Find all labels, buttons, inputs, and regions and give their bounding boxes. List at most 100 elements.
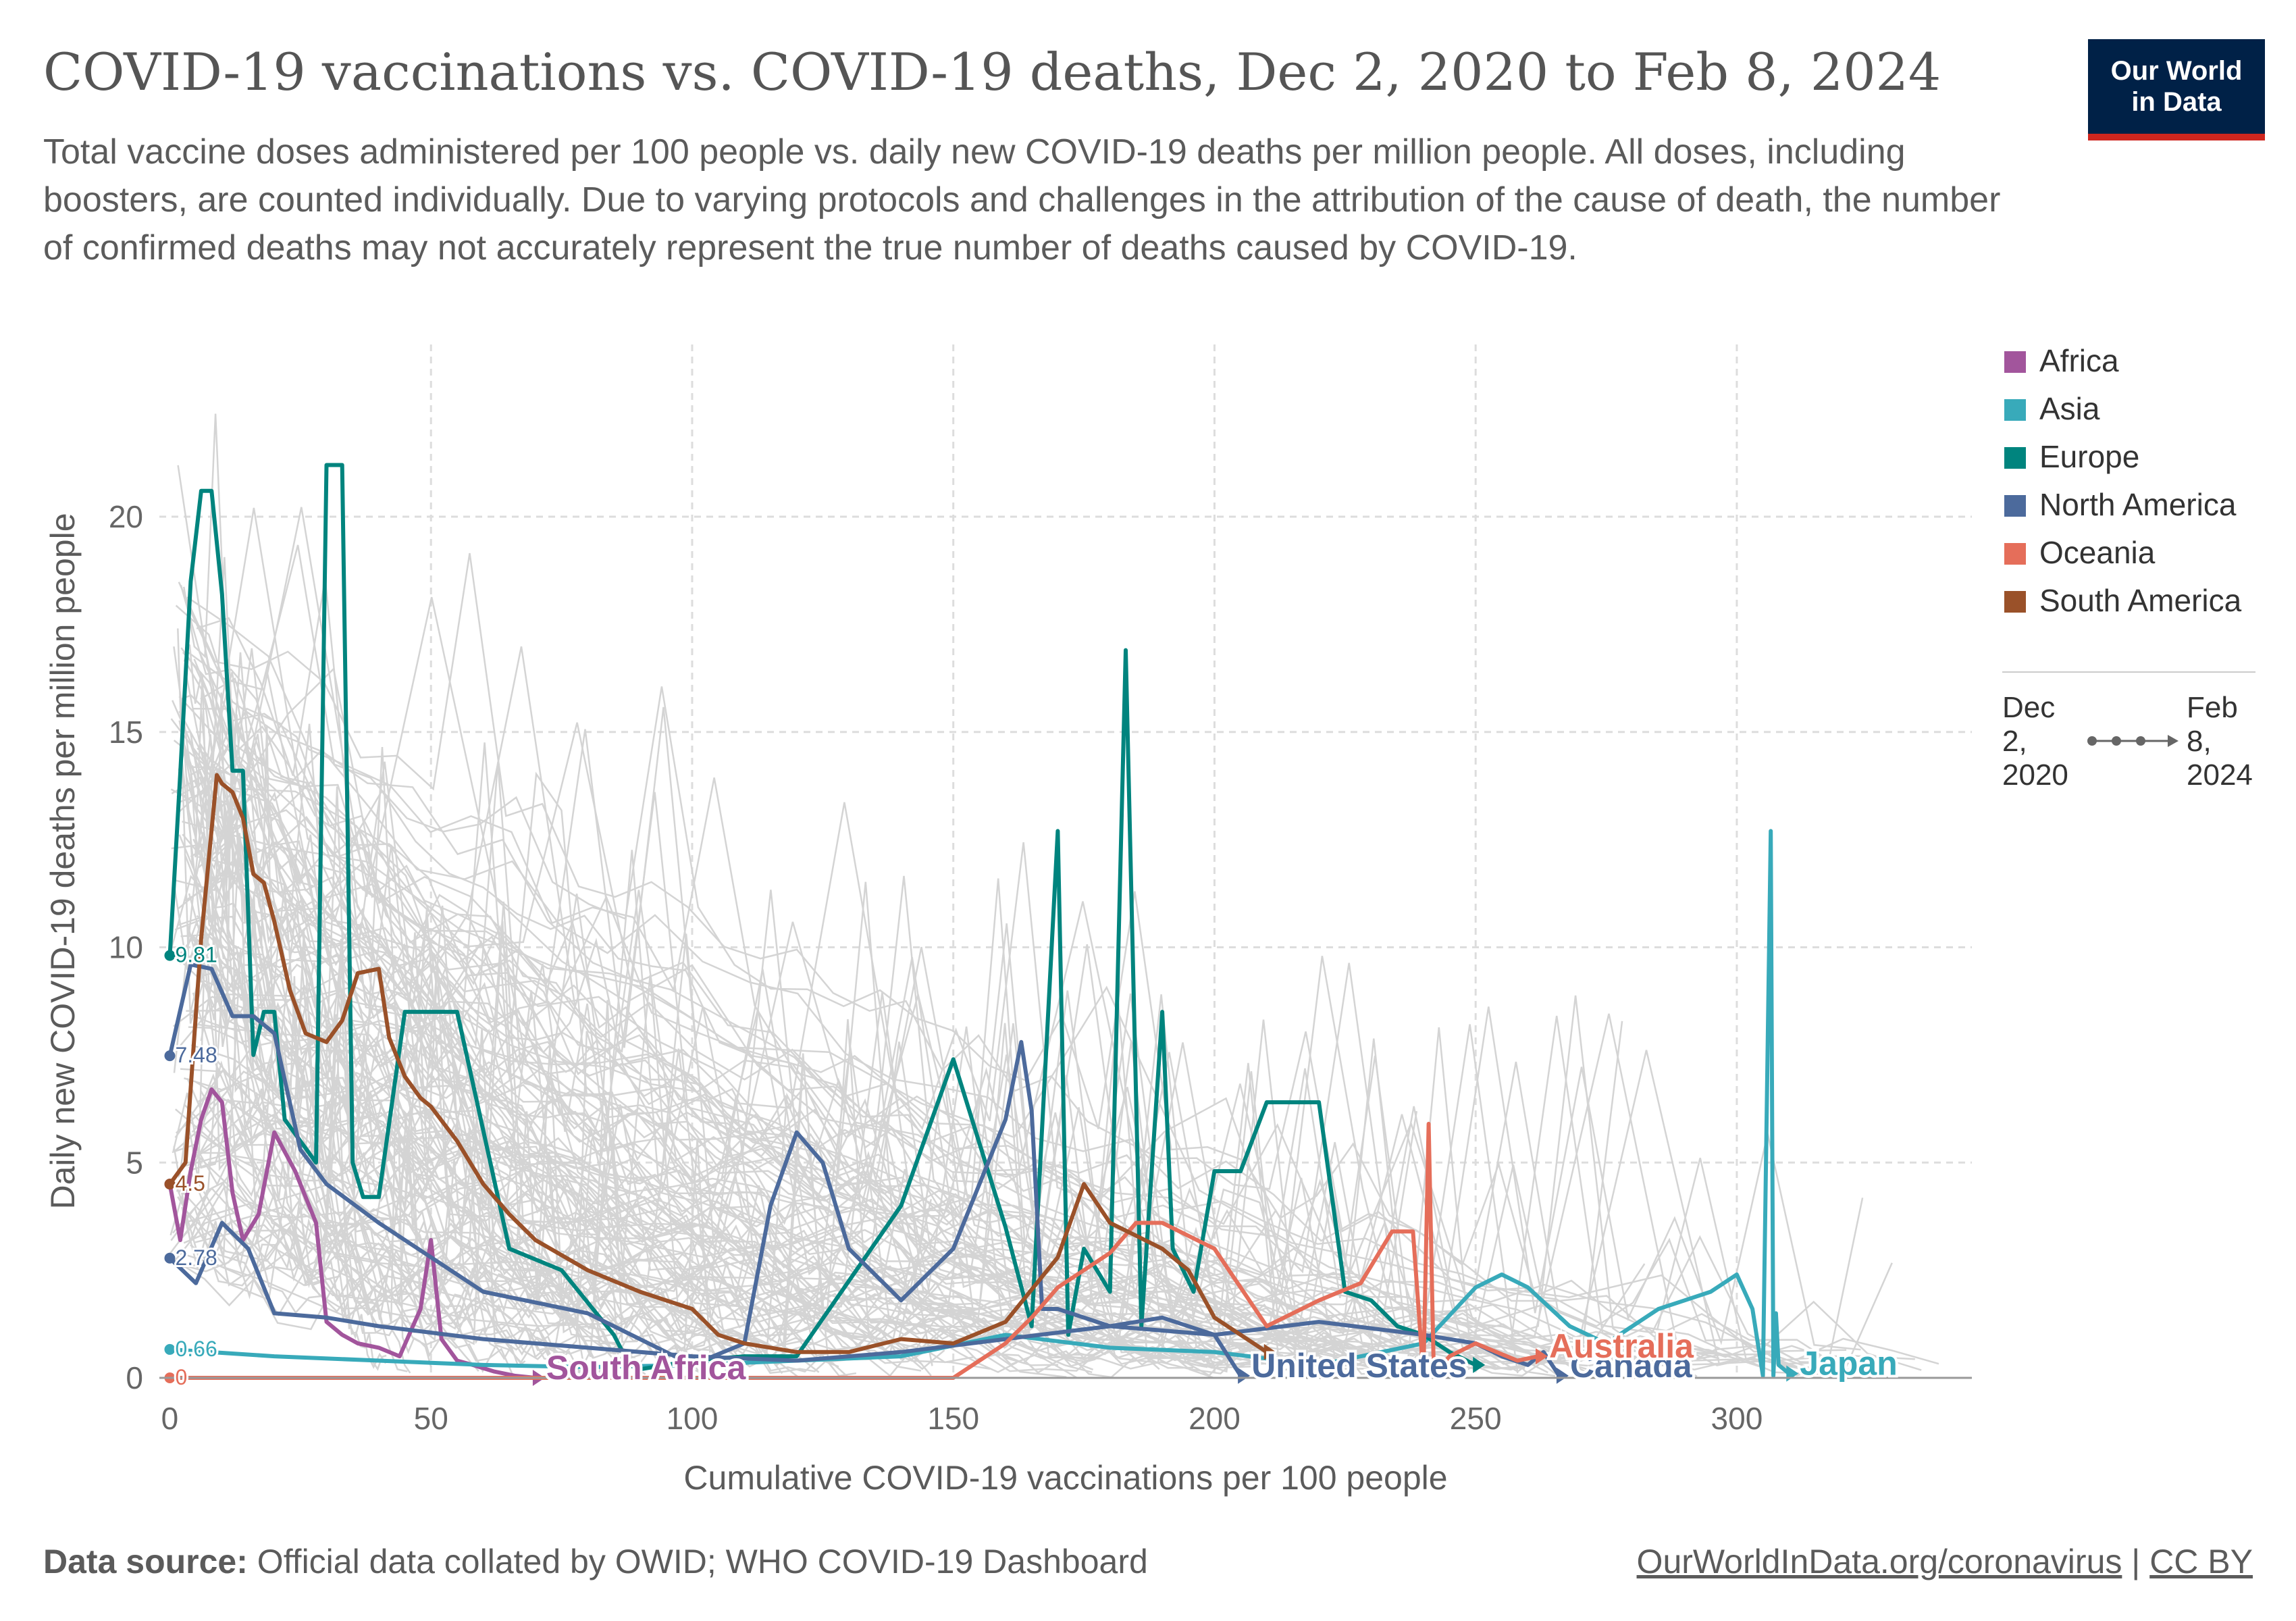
x-tick-label: 150 xyxy=(927,1401,979,1436)
legend-label: Europe xyxy=(2039,439,2139,474)
background-country-line xyxy=(184,828,1621,1376)
time-legend-start: 2020 xyxy=(2002,758,2068,792)
start-value-label: 9.81 xyxy=(175,943,217,967)
background-country-line xyxy=(184,669,945,1370)
label-layer: 4.5 South Africa 0.66 Japan 9.81 7.48 United S… xyxy=(173,941,1900,1391)
series-line-south-africa xyxy=(167,1087,536,1380)
owid-logo[interactable]: Our World in Data xyxy=(2088,39,2265,140)
background-country-line xyxy=(185,775,1861,1351)
background-country-line xyxy=(179,1262,798,1377)
legend-label: Africa xyxy=(2039,343,2119,378)
series-end-arrow xyxy=(1263,1343,1276,1360)
chart-subtitle: Total vaccine doses administered per 100… xyxy=(43,132,2001,267)
logo-line-1: Our World xyxy=(2110,56,2243,86)
x-tick-label: 300 xyxy=(1711,1401,1763,1436)
background-country-line xyxy=(172,1091,675,1374)
background-country-line xyxy=(188,1114,1646,1365)
legend-label: Asia xyxy=(2039,391,2100,426)
background-country-line xyxy=(186,989,590,1373)
footer-source-label: Data source: xyxy=(43,1543,248,1580)
series-start-point xyxy=(164,1050,176,1062)
background-country-line xyxy=(180,585,783,1374)
series-layer xyxy=(164,463,1799,1386)
background-country-line xyxy=(186,925,791,1364)
y-tick-label: 15 xyxy=(109,715,143,750)
x-tick-label: 0 xyxy=(161,1401,179,1436)
series-end-label: Canada xyxy=(1570,1347,1693,1385)
background-country-line xyxy=(186,596,1525,1369)
background-country-line xyxy=(198,646,1922,1371)
background-country-line xyxy=(172,964,1573,1370)
legend-swatch xyxy=(2004,591,2026,613)
start-value-label: 4.5 xyxy=(175,1171,205,1195)
legend-swatch xyxy=(2004,495,2026,517)
legend-swatch xyxy=(2004,543,2026,565)
background-country-line xyxy=(199,1027,1503,1370)
time-legend-dot xyxy=(2136,736,2145,746)
background-country-line xyxy=(174,1014,524,1373)
footer-source-text: Official data collated by OWID; WHO COVI… xyxy=(257,1543,1148,1580)
background-country-line xyxy=(180,792,922,1372)
legend[interactable]: Africa Asia Europe North America Oceania Sout… xyxy=(2002,343,2255,792)
legend-label: South America xyxy=(2039,583,2242,618)
legend-label: Oceania xyxy=(2039,535,2156,570)
time-legend-dot xyxy=(2112,736,2121,746)
background-country-line xyxy=(178,552,1852,1374)
time-legend-start: 2, xyxy=(2002,725,2027,758)
series-end-arrow xyxy=(1556,1367,1569,1384)
series-start-point xyxy=(164,1179,176,1190)
background-country-line xyxy=(172,880,479,1372)
series-line-europe-highlighted- xyxy=(167,463,1477,1372)
series-line-australia xyxy=(169,1121,1539,1380)
time-legend-start: Dec xyxy=(2002,691,2055,724)
footer-link[interactable]: OurWorldInData.org/coronavirus | CC BY xyxy=(1637,1542,2253,1581)
background-country-line xyxy=(197,667,1698,1377)
y-tick-label: 10 xyxy=(109,930,143,965)
background-country-line xyxy=(176,784,592,1374)
start-value-label: 0 xyxy=(175,1365,187,1389)
background-country-line xyxy=(184,742,1160,1370)
footer-source: Data source: Official data collated by O… xyxy=(43,1542,1148,1581)
legend-swatch xyxy=(2004,351,2026,373)
background-country-line xyxy=(180,694,408,1372)
start-value-label: 2.78 xyxy=(175,1245,217,1270)
start-value-label: 4.5 xyxy=(175,1171,205,1195)
background-country-line xyxy=(170,1206,1214,1379)
background-country-line xyxy=(176,935,700,1374)
series-line-united-states xyxy=(167,962,1243,1377)
background-country-line xyxy=(184,992,1416,1368)
series-line-south-america-highlighted- xyxy=(168,773,1268,1354)
background-country-line xyxy=(188,950,857,1377)
series-end-label: United States xyxy=(1251,1347,1467,1385)
background-country-line xyxy=(186,603,1449,1358)
footer-url-link[interactable]: OurWorldInData.org/coronavirus xyxy=(1636,1543,2122,1580)
time-legend-end: Feb xyxy=(2187,691,2238,724)
series-end-arrow xyxy=(1473,1356,1486,1373)
legend-swatch xyxy=(2004,399,2026,421)
series-start-point xyxy=(164,1343,176,1355)
series-end-label: Australia xyxy=(1549,1327,1694,1365)
series-start-point xyxy=(164,1252,176,1264)
background-country-line xyxy=(192,992,1018,1373)
x-tick-label: 50 xyxy=(414,1401,448,1436)
background-country-line xyxy=(177,915,974,1364)
footer-license-link[interactable]: CC BY xyxy=(2149,1543,2253,1580)
legend-swatch xyxy=(2004,447,2026,469)
background-country-line xyxy=(178,939,831,1374)
background-country-line xyxy=(198,789,1093,1374)
series-end-label: Japan xyxy=(1800,1345,1898,1383)
background-country-line xyxy=(188,902,839,1368)
footer-separator: | xyxy=(2131,1543,2141,1580)
start-value-label: 0.66 xyxy=(175,1337,217,1361)
logo-line-2: in Data xyxy=(2131,87,2222,117)
background-country-line xyxy=(180,754,1372,1366)
legend-label: North America xyxy=(2039,487,2237,522)
x-tick-label: 250 xyxy=(1450,1401,1502,1436)
series-end-arrow xyxy=(1536,1348,1548,1365)
chart-title: COVID-19 vaccinations vs. COVID-19 death… xyxy=(43,42,1941,102)
y-tick-label: 0 xyxy=(126,1360,143,1395)
background-country-line xyxy=(182,1062,1584,1377)
time-legend-end: 8, xyxy=(2187,725,2212,758)
